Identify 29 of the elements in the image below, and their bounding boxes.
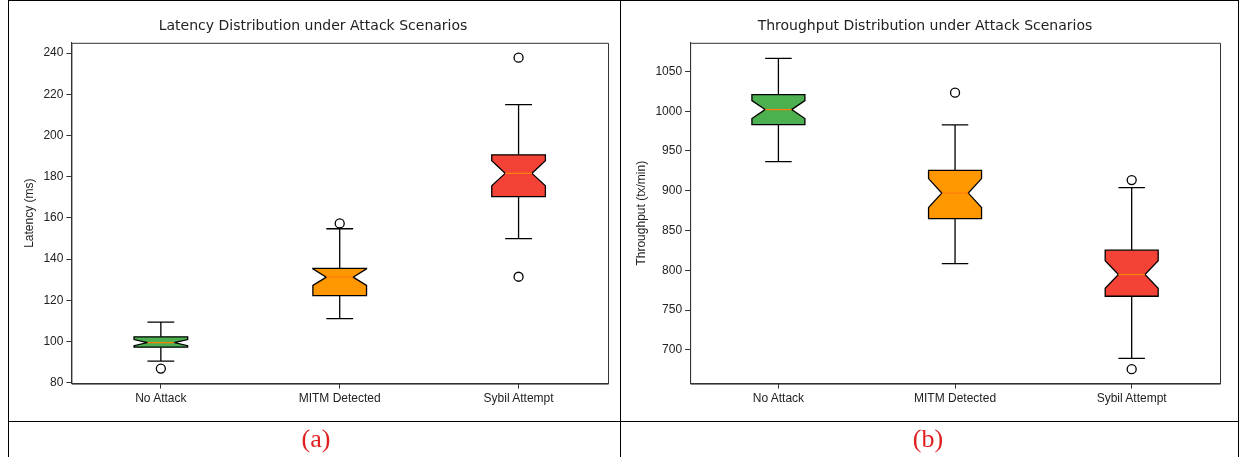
text: (b)	[911, 424, 945, 454]
y-tick-label: 1050	[655, 63, 683, 78]
chart-title: Throughput Distribution under Attack Scenarios	[756, 17, 1093, 34]
y-tick-label: 100	[43, 333, 64, 348]
y-tick-label: 160	[43, 210, 64, 225]
x-tick-label: Sybil Attempt	[1096, 391, 1168, 406]
y-tick-label: 1000	[655, 103, 683, 118]
y-tick-label: 180	[43, 168, 64, 183]
chart-title: Latency Distribution under Attack Scenarios	[158, 17, 468, 34]
x-tick-label: No Attack	[752, 391, 806, 406]
y-tick-label: 80	[50, 374, 64, 389]
y-tick-label: 700	[662, 342, 683, 357]
y-tick-label: 240	[43, 45, 64, 60]
y-axis-title: Latency (ms)	[21, 178, 36, 248]
x-tick-label: MITM Detected	[298, 391, 381, 406]
y-tick-label: 220	[43, 86, 64, 101]
y-tick-label: 120	[43, 292, 64, 307]
x-tick-label: No Attack	[135, 391, 188, 406]
x-tick-label: MITM Detected	[914, 391, 997, 406]
y-tick-label: 800	[662, 262, 683, 277]
y-tick-label: 950	[662, 143, 683, 158]
text: (a)	[300, 424, 332, 454]
y-axis-title: Throughput (tx/min)	[633, 160, 648, 266]
y-tick-label: 140	[43, 251, 64, 266]
y-tick-label: 750	[662, 302, 683, 317]
y-tick-label: 850	[662, 222, 683, 237]
x-tick-label: Sybil Attempt	[483, 391, 555, 406]
y-tick-label: 900	[662, 183, 683, 198]
y-tick-label: 200	[43, 127, 64, 142]
